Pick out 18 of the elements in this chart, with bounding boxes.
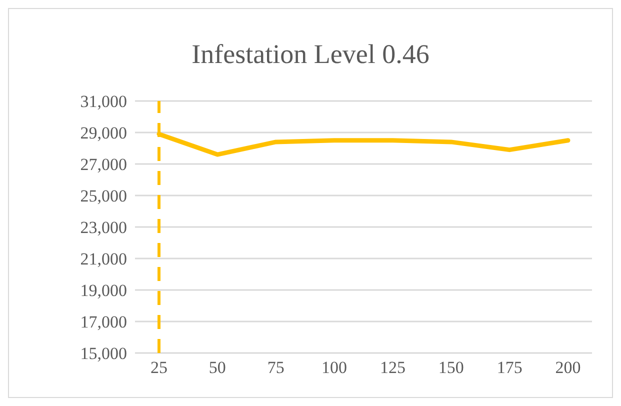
x-tick-label: 150 — [438, 358, 464, 378]
y-tick-label: 17,000 — [80, 312, 127, 332]
y-tick-label: 25,000 — [80, 186, 127, 206]
y-tick-label: 31,000 — [80, 92, 127, 112]
chart-title: Infestation Level 0.46 — [190, 39, 430, 70]
x-tick-label: 175 — [496, 358, 522, 378]
x-tick-label: 200 — [555, 358, 581, 378]
y-tick-label: 19,000 — [80, 281, 127, 300]
x-tick-label: 50 — [208, 358, 226, 378]
y-tick-label: 27,000 — [80, 155, 127, 174]
y-tick-label: 21,000 — [80, 250, 127, 269]
x-tick-label: 125 — [380, 358, 406, 378]
x-tick-label: 75 — [267, 358, 284, 378]
y-tick-label: 23,000 — [80, 218, 127, 238]
x-tick-label: 100 — [322, 358, 348, 378]
x-tick-label: 25 — [150, 358, 168, 378]
y-tick-label: 29,000 — [80, 124, 127, 143]
y-tick-label: 15,000 — [80, 344, 127, 364]
